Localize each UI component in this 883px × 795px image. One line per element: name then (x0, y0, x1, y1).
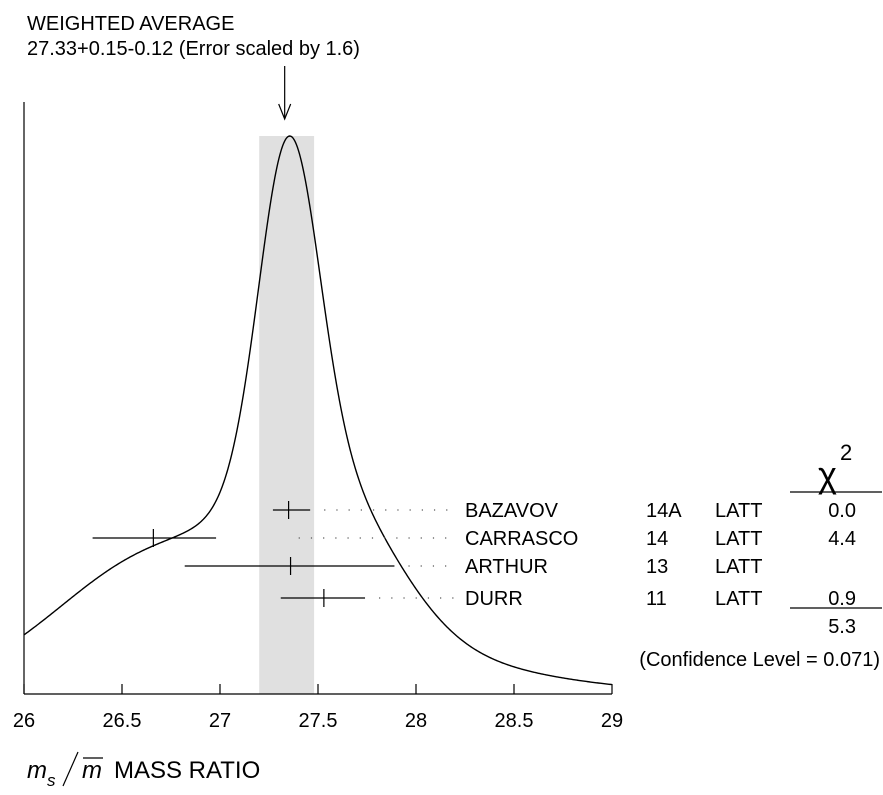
technique-label: LATT (715, 528, 762, 550)
year-label: 14A (646, 500, 682, 522)
technique-label: LATT (715, 556, 762, 578)
x-tick-label: 29 (601, 710, 623, 732)
x-axis-fraction-slash (62, 751, 79, 787)
x-tick-label: 27 (209, 710, 231, 732)
author-label: DURR (465, 588, 523, 610)
chi2-header: χ (818, 454, 837, 495)
author-label: BAZAVOV (465, 500, 559, 522)
x-axis-symbol-mbar: m (82, 757, 102, 784)
measurement-row: CARRASCO 14 LATT 4.4 (92, 528, 856, 550)
x-tick-label: 28.5 (495, 710, 534, 732)
average-arrow-head (278, 103, 292, 121)
x-axis-label: m s m MASS RATIO (27, 751, 260, 790)
chi2-value: 4.4 (828, 528, 856, 550)
ideogram-curve (23, 135, 613, 686)
measurement-row: DURR 11 LATT 0.9 (280, 588, 856, 610)
chi2-value: 0.9 (828, 588, 856, 610)
year-label: 14 (646, 528, 668, 550)
x-tick-label: 28 (405, 710, 427, 732)
year-label: 13 (646, 556, 668, 578)
x-axis-label-text: MASS RATIO (114, 757, 260, 784)
plot-area: 26 26.5 27 27.5 28 28.5 29 BAZAVOV 14A LATT 0.0 CAR… (13, 66, 856, 732)
chi2-header-sup: 2 (840, 440, 852, 465)
year-label: 11 (646, 588, 667, 610)
chi2-total: 5.3 (828, 616, 856, 638)
confidence-level: (Confidence Level = 0.071) (639, 649, 880, 671)
x-tick-label: 26 (13, 710, 35, 732)
chart-subtitle: 27.33+0.15-0.12 (Error scaled by 1.6) (27, 38, 360, 60)
average-band (259, 136, 315, 694)
x-axis-symbol: m (27, 757, 47, 784)
measurement-row: BAZAVOV 14A LATT 0.0 (272, 500, 856, 522)
measurement-row: ARTHUR 13 LATT (184, 556, 762, 578)
author-label: ARTHUR (465, 556, 548, 578)
chart-title: WEIGHTED AVERAGE (27, 13, 234, 35)
x-axis-symbol-subscript: s (47, 771, 56, 790)
author-label: CARRASCO (465, 528, 578, 550)
technique-label: LATT (715, 588, 762, 610)
x-tick-label: 27.5 (299, 710, 338, 732)
x-tick-label: 26.5 (103, 710, 142, 732)
chi2-value: 0.0 (828, 500, 856, 522)
technique-label: LATT (715, 500, 762, 522)
